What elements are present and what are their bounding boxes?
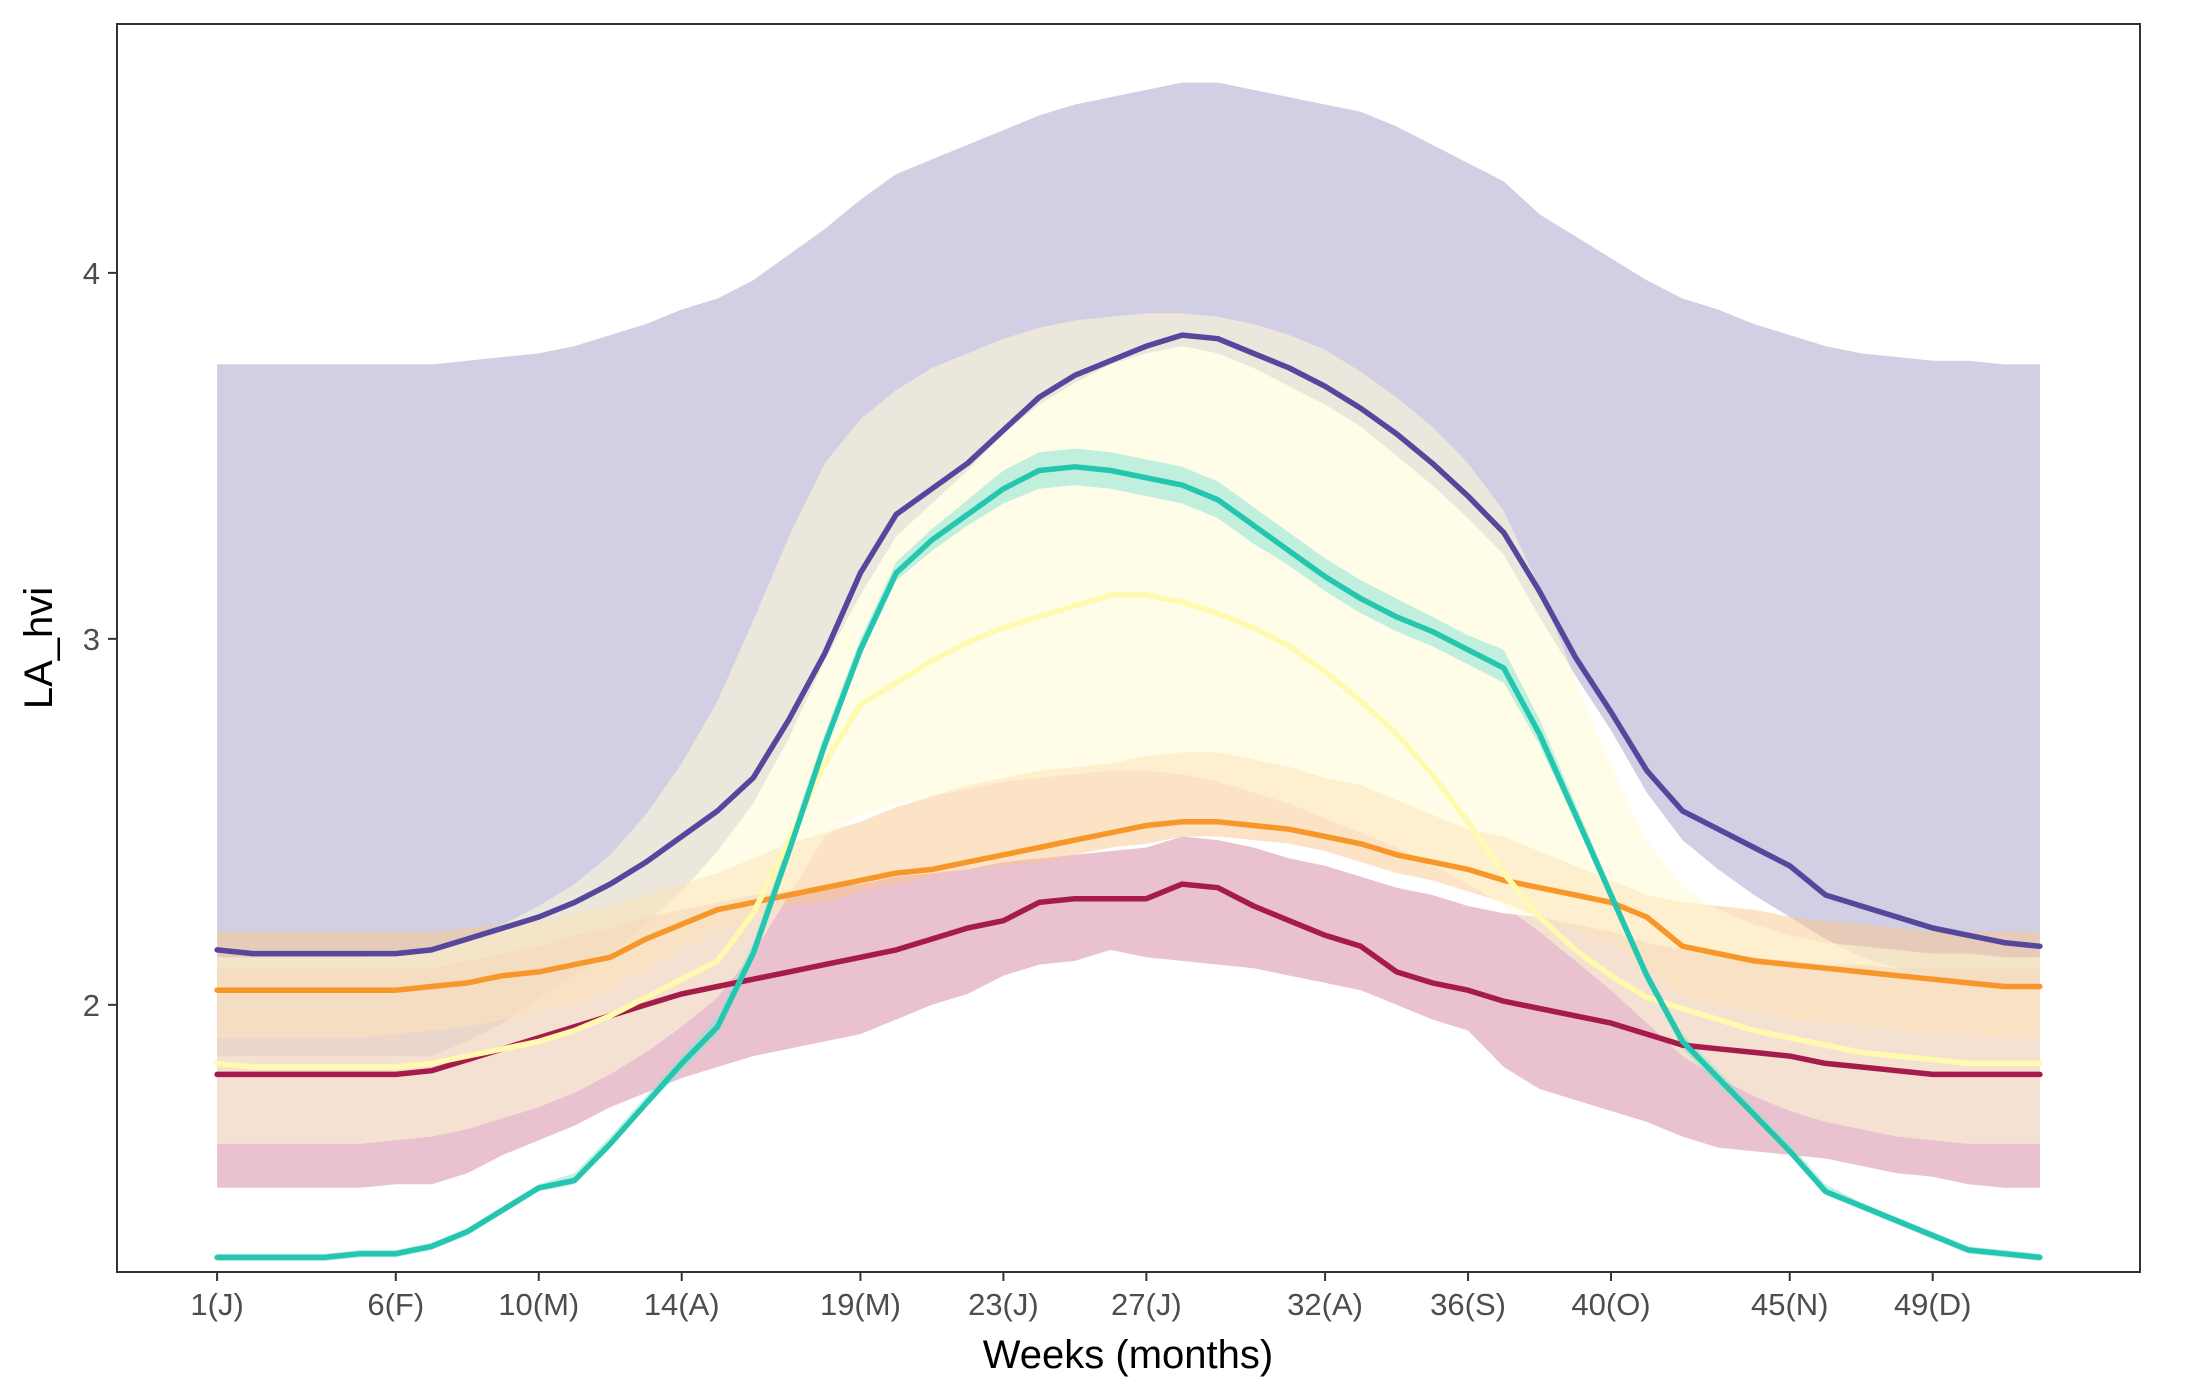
x-tick-label: 27(J): [1111, 1287, 1182, 1322]
x-axis: 1(J) 6(F) 10(M) 14(A) 19(M) 23(J) 27(J) 32(A) 36…: [190, 1272, 1971, 1322]
x-tick-label: 23(J): [968, 1287, 1039, 1322]
series-3-line: [214, 819, 2043, 993]
x-tick-label: 36(S): [1430, 1287, 1506, 1322]
plot-border: [116, 23, 2141, 1273]
series-lines: [214, 332, 2043, 1261]
series-4-band: [217, 313, 2040, 1144]
x-tick-label: 10(M): [498, 1287, 579, 1322]
confidence-bands: [217, 82, 2040, 1261]
y-axis: 2 3 4: [83, 256, 117, 1023]
x-tick-label: 6(F): [367, 1287, 424, 1322]
x-axis-title: Weeks (months): [983, 1333, 1273, 1377]
y-tick-label: 4: [83, 256, 100, 291]
x-tick-label: 45(N): [1751, 1287, 1829, 1322]
y-tick-label: 3: [83, 622, 100, 657]
y-axis-title: LA_hvi: [17, 587, 61, 709]
series-4-line: [214, 592, 2043, 1070]
x-tick-label: 19(M): [820, 1287, 901, 1322]
x-tick-label: 40(O): [1571, 1287, 1650, 1322]
series-1-line: [214, 332, 2043, 957]
x-tick-label: 32(A): [1287, 1287, 1363, 1322]
y-tick-label: 2: [83, 988, 100, 1023]
x-tick-label: 1(J): [190, 1287, 243, 1322]
series-5-line: [214, 464, 2043, 1261]
x-tick-label: 49(D): [1894, 1287, 1972, 1322]
x-tick-label: 14(A): [644, 1287, 720, 1322]
